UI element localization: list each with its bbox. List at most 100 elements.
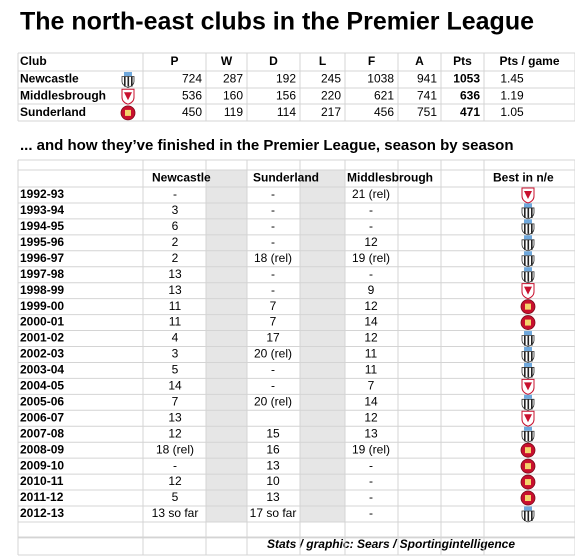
cell: - — [271, 235, 275, 249]
club-name: Newcastle — [20, 72, 79, 86]
season: 2010-11 — [20, 474, 64, 488]
badge-shape — [527, 367, 530, 378]
cell: 20 (rel) — [254, 347, 292, 361]
footer: Stats / graphic: Sears / Sportingintelli… — [267, 537, 515, 551]
cell: 17 — [266, 331, 280, 345]
cell: - — [271, 203, 275, 217]
cell: 3 — [172, 203, 179, 217]
badge-shape — [525, 319, 531, 326]
season: 2009-10 — [20, 458, 64, 472]
cell: 245 — [321, 72, 341, 86]
cell: - — [173, 187, 177, 201]
cell: 19 (rel) — [352, 442, 390, 456]
cell: - — [271, 283, 275, 297]
cell: 13 so far — [152, 506, 199, 520]
cell: 7 — [172, 394, 179, 408]
season: 2001-02 — [20, 331, 64, 345]
season: 2008-09 — [20, 442, 64, 456]
column-header: F — [368, 54, 375, 68]
cell: 11 — [169, 315, 182, 329]
club-badge — [521, 283, 535, 300]
badge-shape — [524, 426, 532, 431]
badge-shape — [531, 207, 533, 218]
club-badge — [521, 426, 535, 443]
badge-shape — [531, 351, 533, 362]
badge-shape — [527, 271, 530, 282]
cell: 13 — [364, 426, 378, 440]
badge-shape — [531, 239, 533, 250]
cell: 16 — [266, 442, 280, 456]
cell: 14 — [168, 379, 182, 393]
badge-shape — [524, 362, 532, 367]
club-badge — [521, 203, 535, 220]
cell: - — [369, 267, 373, 281]
badge-shape — [525, 447, 531, 454]
cell: 12 — [364, 331, 378, 345]
club-badge — [521, 187, 535, 204]
badge-shape — [524, 239, 526, 250]
cell: 14 — [364, 315, 378, 329]
cell: 21 (rel) — [352, 187, 390, 201]
badge-shape — [531, 223, 533, 234]
club-badge — [121, 88, 135, 105]
badge-shape — [124, 72, 132, 76]
cell: 636 — [460, 88, 480, 102]
club-badge — [521, 251, 535, 268]
badge-shape — [524, 286, 532, 295]
badge-shape — [525, 463, 531, 470]
badge-shape — [531, 367, 533, 378]
club-badge — [521, 331, 535, 347]
season: 2005-06 — [20, 394, 64, 408]
column-header: W — [221, 54, 233, 68]
cell: 1038 — [367, 72, 394, 86]
season: 2012-13 — [20, 506, 64, 520]
cell: 12 — [364, 410, 378, 424]
badge-shape — [524, 510, 526, 521]
badge-shape — [524, 251, 532, 256]
cell: 17 so far — [250, 506, 297, 520]
cell: 2 — [172, 235, 179, 249]
badge-shape — [524, 223, 526, 234]
cell: 11 — [365, 347, 378, 361]
club-badge — [520, 315, 536, 330]
badge-shape — [525, 303, 531, 310]
season: 1999-00 — [20, 299, 64, 313]
cell: 536 — [182, 88, 202, 102]
season: 2003-04 — [20, 363, 64, 377]
cell: - — [369, 219, 373, 233]
cell: 15 — [266, 426, 280, 440]
season: 1995-96 — [20, 235, 64, 249]
season: 2007-08 — [20, 426, 64, 440]
cell: 4 — [172, 331, 179, 345]
cell: 11 — [169, 299, 182, 313]
cell: 19 (rel) — [352, 251, 390, 265]
season: 1994-95 — [20, 219, 64, 233]
cell: 1.45 — [500, 72, 524, 86]
column-header: Pts / game — [499, 54, 559, 68]
cell: 18 (rel) — [156, 442, 194, 456]
cell: 220 — [321, 88, 341, 102]
club-badge — [521, 219, 535, 236]
cell: - — [271, 219, 275, 233]
cell: 20 (rel) — [254, 394, 292, 408]
club-badge — [520, 474, 536, 490]
cell: 741 — [417, 88, 437, 102]
club-badge — [120, 105, 136, 121]
cell: 12 — [168, 426, 182, 440]
cell: 18 (rel) — [254, 251, 292, 265]
club-badge — [520, 442, 536, 458]
cell: 11 — [365, 363, 378, 377]
badge-shape — [525, 479, 531, 486]
column-header: Club — [20, 54, 47, 68]
column-header: A — [415, 54, 424, 68]
cell: 450 — [182, 105, 202, 119]
badge-shape — [127, 76, 130, 87]
cell: 13 — [168, 267, 182, 281]
club-badge — [521, 506, 535, 523]
badge-shape — [527, 223, 530, 234]
cell: - — [369, 458, 373, 472]
cell: - — [173, 458, 177, 472]
cell: 621 — [374, 88, 394, 102]
badge-shape — [524, 367, 526, 378]
